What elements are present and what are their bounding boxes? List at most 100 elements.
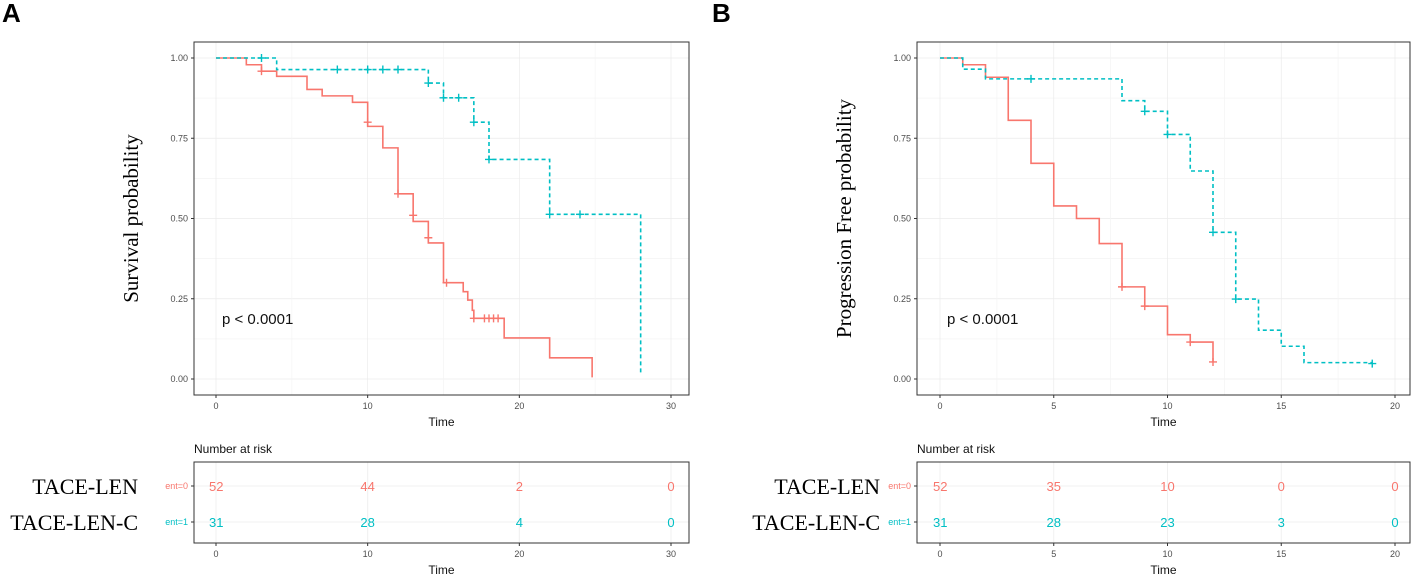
risk-table-title: Number at risk: [917, 442, 996, 456]
censor-mark: [485, 155, 493, 164]
censor-mark: [409, 211, 418, 220]
censor-mark: [1027, 74, 1035, 83]
survival-curve-tace-len: [216, 57, 593, 378]
risk-count: 35: [1047, 479, 1061, 494]
risk-x-axis-label: Time: [1150, 563, 1177, 577]
y-tick-label: 0.00: [170, 374, 188, 384]
group-label: TACE-LEN-C: [10, 510, 138, 535]
censor-mark: [1231, 295, 1240, 304]
p-value: p < 0.0001: [222, 311, 293, 328]
risk-count: 52: [933, 479, 947, 494]
risk-count: 44: [360, 479, 374, 494]
censor-mark: [394, 65, 402, 74]
survival-curve-tace-len-c: [940, 57, 1373, 364]
censor-mark: [333, 65, 342, 74]
risk-count: 31: [209, 515, 223, 530]
censor-mark: [1368, 359, 1377, 368]
risk-x-tick-label: 0: [937, 549, 942, 559]
x-tick-label: 0: [937, 401, 942, 411]
survival-curve-tace-len-c: [216, 57, 642, 376]
censor-mark: [469, 314, 478, 323]
censor-mark: [1140, 107, 1149, 116]
y-axis-label: Progression Free probability: [832, 98, 856, 338]
risk-x-axis-label: Time: [428, 563, 455, 577]
risk-table-frame: [193, 461, 690, 544]
strata-label: ent=1: [888, 517, 911, 527]
risk-count: 28: [360, 515, 374, 530]
censor-mark: [257, 54, 266, 62]
risk-count: 0: [667, 479, 674, 494]
risk-x-tick-label: 0: [213, 549, 218, 559]
censor-mark: [363, 65, 372, 74]
y-tick-label: 1.00: [893, 53, 911, 63]
group-label: TACE-LEN: [32, 474, 138, 499]
panel-B: B 0.00 0.25 0.50 0.75 1.00 0 5 10 15 20 Time Progres…: [712, 0, 1411, 577]
x-tick-label: 20: [1390, 401, 1400, 411]
censor-mark: [1140, 302, 1149, 311]
censor-mark: [1209, 228, 1217, 237]
censor-mark: [442, 278, 451, 287]
x-axis-label: Time: [1150, 415, 1177, 429]
censor-mark: [545, 210, 554, 219]
censor-mark: [454, 93, 463, 102]
y-tick-label: 0.50: [170, 214, 188, 224]
risk-x-tick-label: 10: [363, 549, 373, 559]
censor-mark: [494, 314, 503, 323]
censor-mark: [378, 65, 387, 74]
y-tick-label: 1.00: [170, 53, 188, 63]
risk-count: 0: [667, 515, 674, 530]
y-tick-label: 0.75: [170, 133, 188, 143]
risk-count: 2: [516, 479, 523, 494]
y-tick-label: 0.00: [893, 374, 911, 384]
risk-count: 3: [1278, 515, 1285, 530]
censor-mark: [1163, 130, 1172, 139]
risk-count: 10: [1160, 479, 1174, 494]
strata-label: ent=1: [165, 517, 188, 527]
risk-count: 0: [1278, 479, 1285, 494]
y-tick-label: 0.50: [893, 214, 911, 224]
x-tick-label: 10: [1162, 401, 1172, 411]
risk-count: 28: [1047, 515, 1061, 530]
panel-A: A0.000.250.500.751.000 10 20 30TimeSurvival…: [2, 0, 690, 577]
group-label: TACE-LEN: [774, 474, 880, 499]
x-axis-label: Time: [428, 415, 455, 429]
p-value: p < 0.0001: [947, 311, 1018, 328]
censor-mark: [257, 67, 266, 76]
censor-mark: [424, 79, 433, 88]
risk-table-title: Number at risk: [194, 442, 273, 456]
risk-x-tick-label: 20: [514, 549, 524, 559]
x-tick-label: 20: [514, 401, 524, 411]
risk-count: 4: [516, 515, 523, 530]
risk-count: 0: [1391, 515, 1398, 530]
y-tick-label: 0.25: [170, 294, 188, 304]
censor-mark: [1209, 357, 1217, 366]
x-tick-label: 30: [666, 401, 676, 411]
risk-count: 52: [209, 479, 223, 494]
x-tick-label: 5: [1051, 401, 1056, 411]
y-axis-label: Survival probability: [119, 134, 143, 303]
group-label: TACE-LEN-C: [752, 510, 880, 535]
censor-mark: [469, 118, 478, 127]
censor-mark: [394, 189, 402, 198]
x-tick-label: 10: [363, 401, 373, 411]
censor-mark: [424, 233, 433, 242]
censor-mark: [576, 210, 584, 219]
x-tick-label: 15: [1276, 401, 1286, 411]
panel-label: A: [2, 0, 21, 28]
risk-x-tick-label: 20: [1390, 549, 1400, 559]
y-tick-label: 0.75: [893, 133, 911, 143]
risk-x-tick-label: 30: [666, 549, 676, 559]
risk-count: 31: [933, 515, 947, 530]
risk-x-tick-label: 5: [1051, 549, 1056, 559]
risk-x-tick-label: 10: [1162, 549, 1172, 559]
censor-mark: [439, 93, 448, 102]
risk-x-tick-label: 15: [1276, 549, 1286, 559]
censor-mark: [1186, 338, 1195, 347]
censor-mark: [363, 118, 372, 127]
censor-mark: [1118, 282, 1126, 291]
panel-label: B: [712, 0, 731, 28]
x-tick-label: 0: [213, 401, 218, 411]
risk-count: 23: [1160, 515, 1174, 530]
y-tick-label: 0.25: [893, 294, 911, 304]
